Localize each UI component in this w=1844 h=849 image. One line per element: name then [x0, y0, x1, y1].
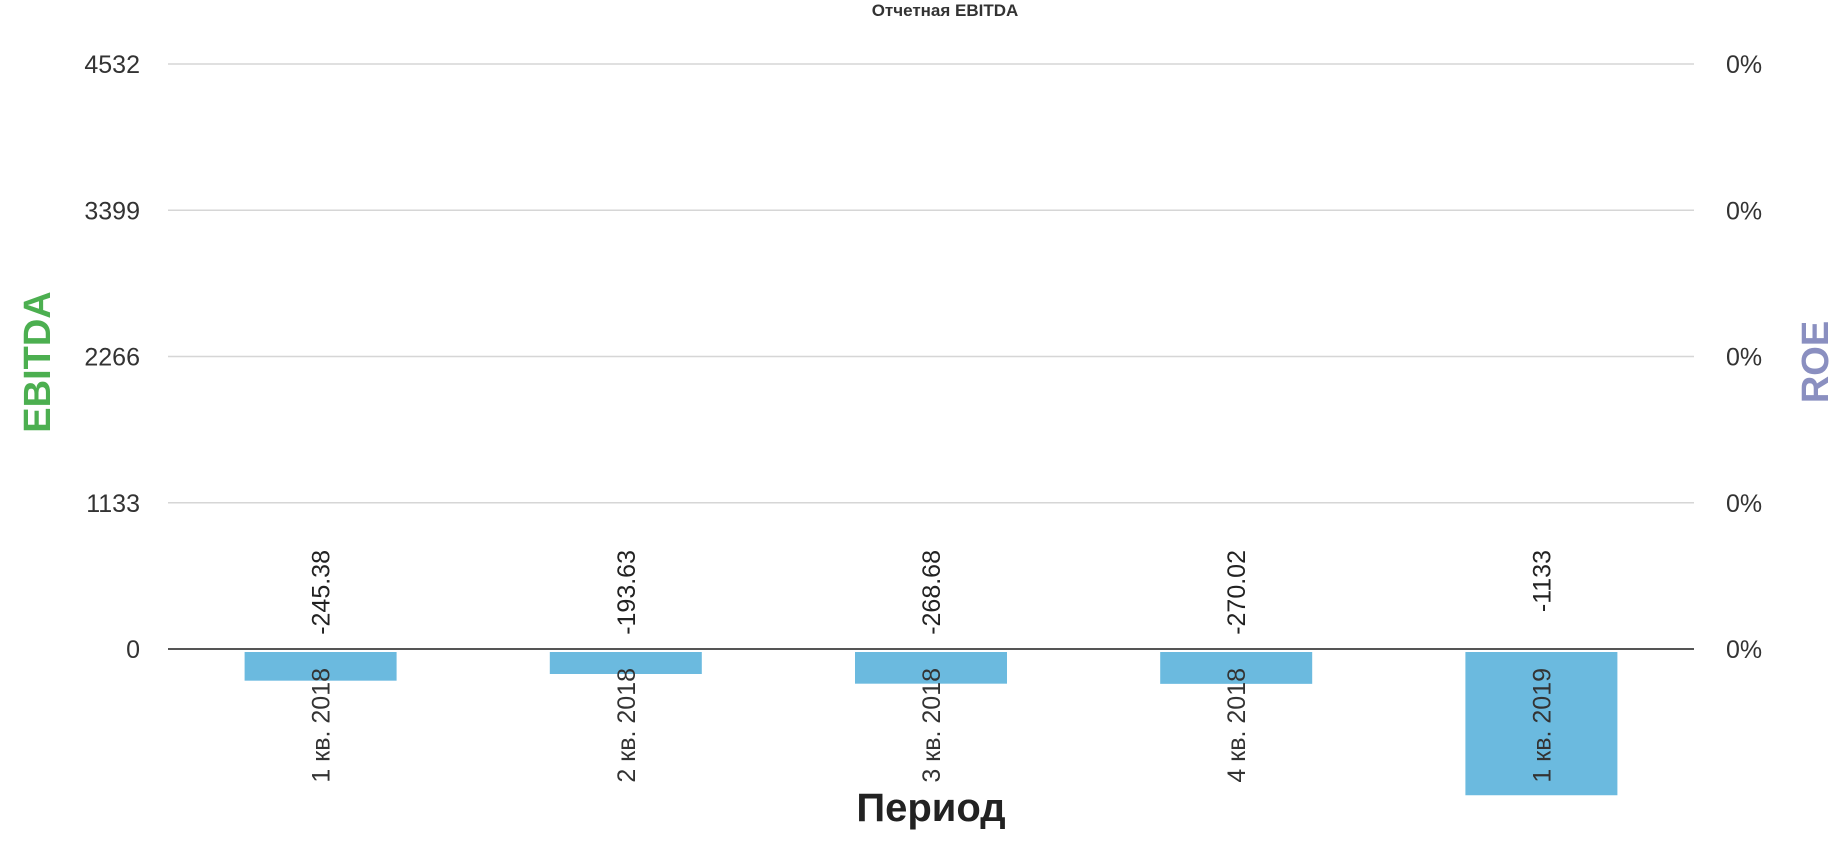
- category-label-4: 1 кв. 2019: [1528, 668, 1556, 783]
- category-label-1: 2 кв. 2018: [613, 668, 641, 783]
- bar-4: [1465, 652, 1618, 796]
- bar-3: [1160, 652, 1313, 684]
- grid-layer: [168, 63, 1694, 650]
- y-tick-label-left-3: 3399: [84, 197, 140, 225]
- y-tick-label-right-3: 0%: [1726, 197, 1762, 225]
- data-label-0: -245.38: [308, 550, 336, 635]
- y-tick-label-left-1: 1133: [86, 490, 140, 518]
- data-label-2: -268.68: [918, 550, 946, 635]
- bar-1: [549, 652, 702, 674]
- y-tick-label-left-2: 2266: [84, 344, 140, 372]
- y-tick-label-right-1: 0%: [1726, 490, 1762, 518]
- y-tick-label-right-0: 0%: [1726, 636, 1762, 664]
- data-label-4: -1133: [1528, 550, 1556, 612]
- category-label-0: 1 кв. 2018: [308, 668, 336, 783]
- category-label-3: 4 кв. 2018: [1223, 668, 1251, 783]
- bars-layer: [244, 652, 1618, 796]
- y-axis-label-left: EBITDA: [17, 291, 59, 432]
- y-tick-label-left-0: 0: [126, 636, 140, 664]
- labels-layer: 0 0% 1133 0% 2266 0% 3399 0% 4532 0% -245.38 1 кв. …: [84, 51, 1762, 783]
- bar-0: [244, 652, 397, 681]
- category-label-2: 3 кв. 2018: [918, 668, 946, 783]
- data-label-3: -270.02: [1223, 550, 1251, 635]
- y-tick-label-right-2: 0%: [1726, 344, 1762, 372]
- bar-2: [855, 652, 1007, 684]
- chart-title: Отчетная EBITDA: [872, 1, 1019, 20]
- y-tick-label-right-4: 0%: [1726, 51, 1762, 79]
- y-tick-label-left-4: 4532: [84, 51, 140, 79]
- x-axis-label: Период: [856, 786, 1005, 830]
- data-label-1: -193.63: [613, 550, 641, 635]
- y-axis-label-right: ROE: [1795, 321, 1837, 403]
